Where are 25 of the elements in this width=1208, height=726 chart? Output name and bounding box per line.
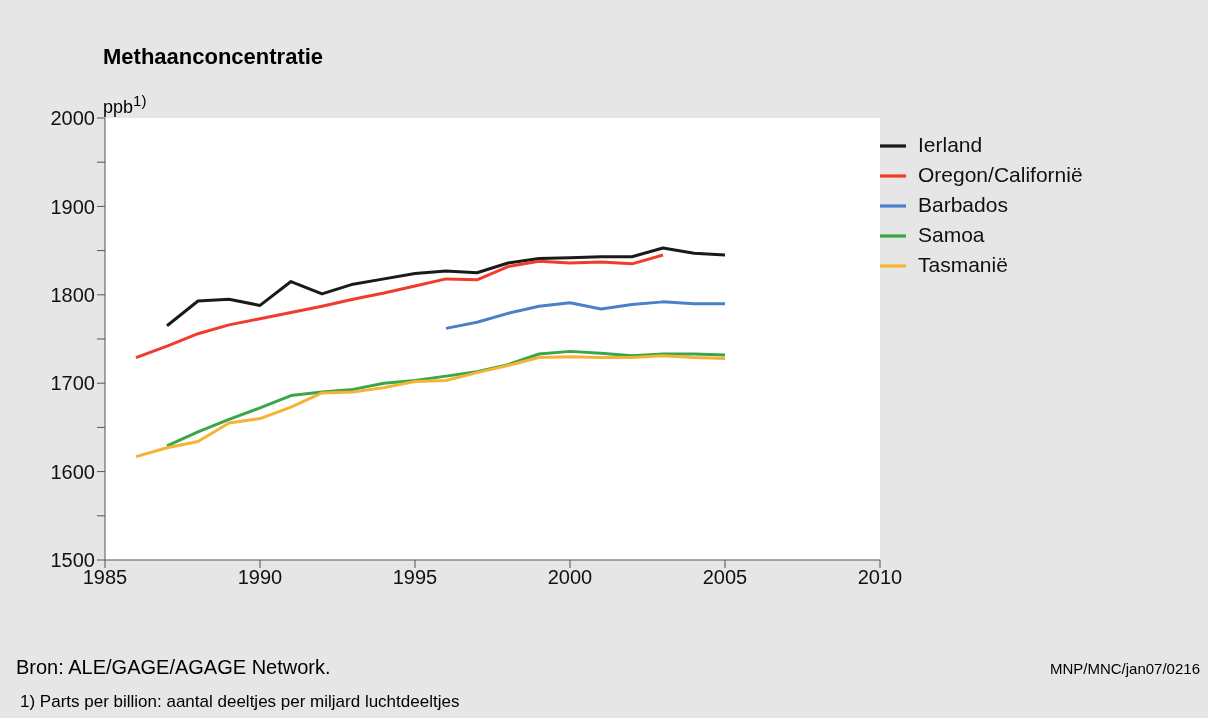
x-tick-label: 2005 (702, 566, 748, 589)
y-tick-label: 1900 (50, 195, 95, 218)
y-tick-label: 1700 (50, 372, 95, 395)
y-tick-label: 1600 (50, 460, 95, 483)
text: Bron: ALE/GAGE/AGAGE Network. (16, 656, 331, 679)
legend-label: Oregon/Californië (918, 163, 1083, 186)
y-tick-label: 1800 (50, 283, 95, 306)
legend-label: Ierland (918, 133, 983, 156)
legend-label: Tasmanië (918, 253, 1008, 276)
x-tick-label: 1995 (392, 566, 438, 589)
x-tick-label: 1985 (82, 566, 128, 589)
text: MNP/MNC/jan07/0216 (1049, 660, 1200, 677)
y-axis-title: ppb$^{1)}$ (103, 92, 147, 118)
legend-label: Barbados (918, 193, 1008, 216)
line-series (134, 354, 727, 459)
line-series (134, 253, 665, 360)
chart-title: Methaanconcentratie (103, 44, 324, 70)
y-tick-label: 2000 (50, 107, 95, 130)
line-series (444, 300, 727, 330)
text: 1) Parts per billion: aantal deeltjes per miljard luchtdeeltjes (20, 692, 460, 712)
x-tick-label: 1990 (237, 566, 283, 589)
x-tick-label: 2000 (547, 566, 593, 589)
line-series (165, 246, 727, 328)
x-tick-label: 2010 (857, 566, 903, 589)
legend-label: Samoa (918, 223, 985, 246)
